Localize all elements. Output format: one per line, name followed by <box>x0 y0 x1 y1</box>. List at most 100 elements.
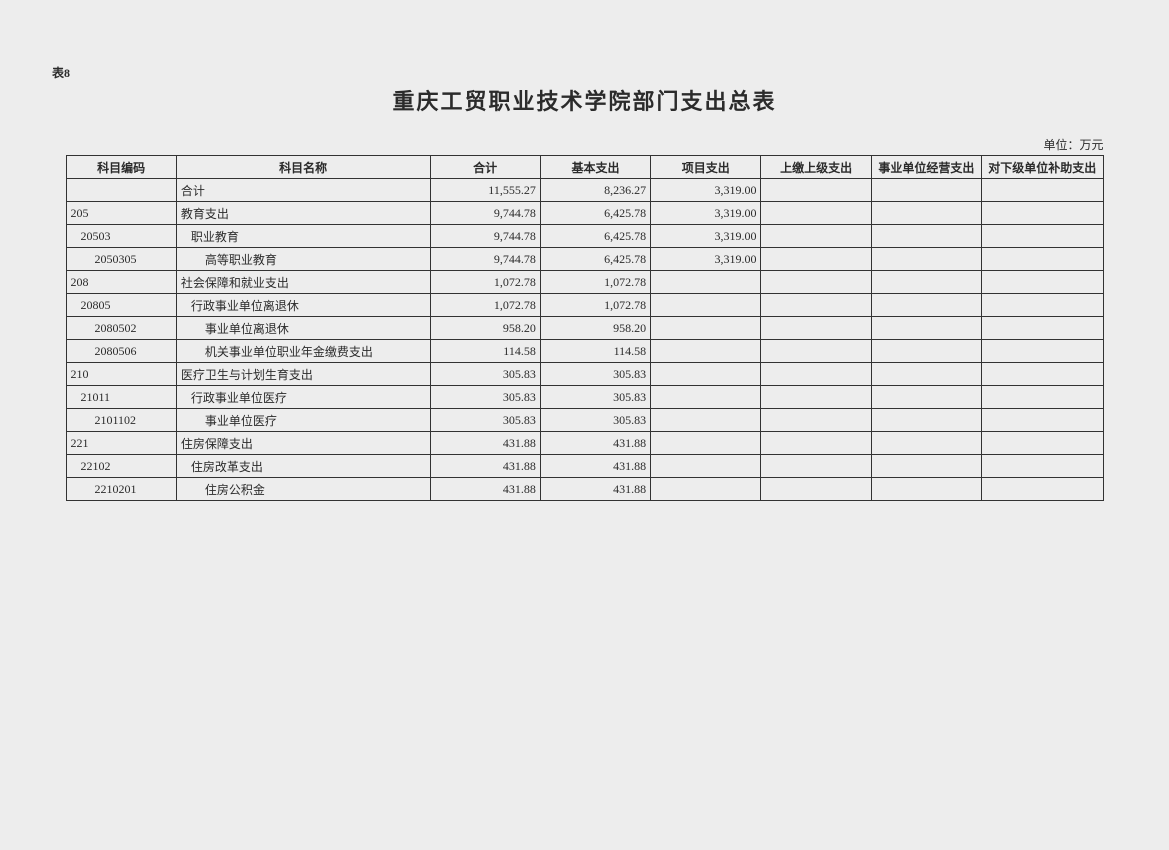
table-row: 2210201住房公积金431.88431.88 <box>66 478 1103 501</box>
cell-value <box>871 363 981 386</box>
col-name: 科目名称 <box>176 156 430 179</box>
cell-value <box>871 202 981 225</box>
cell-name: 行政事业单位医疗 <box>176 386 430 409</box>
cell-value: 305.83 <box>430 409 540 432</box>
cell-name: 教育支出 <box>176 202 430 225</box>
cell-value: 6,425.78 <box>540 248 650 271</box>
cell-name: 住房公积金 <box>176 478 430 501</box>
cell-value <box>982 409 1103 432</box>
cell-code: 21011 <box>66 386 176 409</box>
cell-value <box>651 455 761 478</box>
cell-name: 住房保障支出 <box>176 432 430 455</box>
cell-value <box>761 363 871 386</box>
cell-value: 6,425.78 <box>540 225 650 248</box>
cell-value <box>761 455 871 478</box>
table-row: 221住房保障支出431.88431.88 <box>66 432 1103 455</box>
cell-value <box>651 317 761 340</box>
table-row: 210医疗卫生与计划生育支出305.83305.83 <box>66 363 1103 386</box>
cell-value <box>982 363 1103 386</box>
col-code: 科目编码 <box>66 156 176 179</box>
cell-value <box>871 455 981 478</box>
cell-value: 305.83 <box>430 386 540 409</box>
cell-code: 20805 <box>66 294 176 317</box>
sheet-label: 表8 <box>52 64 70 81</box>
col-up: 上缴上级支出 <box>761 156 871 179</box>
cell-value <box>651 386 761 409</box>
cell-name: 医疗卫生与计划生育支出 <box>176 363 430 386</box>
cell-value <box>651 340 761 363</box>
cell-name: 高等职业教育 <box>176 248 430 271</box>
cell-name: 行政事业单位离退休 <box>176 294 430 317</box>
table-head: 科目编码 科目名称 合计 基本支出 项目支出 上缴上级支出 事业单位经营支出 对… <box>66 156 1103 179</box>
cell-value <box>761 409 871 432</box>
cell-code: 2210201 <box>66 478 176 501</box>
table-row: 20805行政事业单位离退休1,072.781,072.78 <box>66 294 1103 317</box>
cell-value: 1,072.78 <box>540 271 650 294</box>
cell-value <box>871 248 981 271</box>
cell-value: 305.83 <box>540 363 650 386</box>
cell-value <box>871 271 981 294</box>
cell-value <box>761 179 871 202</box>
cell-value <box>761 225 871 248</box>
table-row: 2080502事业单位离退休958.20958.20 <box>66 317 1103 340</box>
cell-code: 2080502 <box>66 317 176 340</box>
cell-code: 2050305 <box>66 248 176 271</box>
cell-value <box>761 317 871 340</box>
cell-value <box>871 294 981 317</box>
cell-code <box>66 179 176 202</box>
table-row: 205教育支出9,744.786,425.783,319.00 <box>66 202 1103 225</box>
cell-name: 合计 <box>176 179 430 202</box>
cell-value <box>871 409 981 432</box>
cell-value <box>761 271 871 294</box>
cell-value <box>982 248 1103 271</box>
expenditure-table-wrap: 科目编码 科目名称 合计 基本支出 项目支出 上缴上级支出 事业单位经营支出 对… <box>66 155 1104 501</box>
cell-value: 958.20 <box>430 317 540 340</box>
page: 表8 重庆工贸职业技术学院部门支出总表 单位：万元 科目编码 科目名称 合计 基… <box>0 0 1169 850</box>
cell-value <box>871 340 981 363</box>
col-biz: 事业单位经营支出 <box>871 156 981 179</box>
table-row: 20503职业教育9,744.786,425.783,319.00 <box>66 225 1103 248</box>
cell-value <box>761 432 871 455</box>
cell-value: 1,072.78 <box>430 271 540 294</box>
cell-value <box>982 294 1103 317</box>
cell-value <box>982 478 1103 501</box>
cell-value <box>982 455 1103 478</box>
cell-code: 22102 <box>66 455 176 478</box>
cell-value <box>651 271 761 294</box>
expenditure-table: 科目编码 科目名称 合计 基本支出 项目支出 上缴上级支出 事业单位经营支出 对… <box>66 155 1104 501</box>
cell-value: 305.83 <box>540 386 650 409</box>
cell-code: 20503 <box>66 225 176 248</box>
cell-value: 431.88 <box>430 432 540 455</box>
cell-value <box>651 363 761 386</box>
cell-value: 958.20 <box>540 317 650 340</box>
cell-name: 事业单位离退休 <box>176 317 430 340</box>
cell-value <box>871 386 981 409</box>
cell-value <box>982 225 1103 248</box>
unit-label: 单位：万元 <box>66 136 1104 153</box>
cell-value <box>871 478 981 501</box>
cell-value: 3,319.00 <box>651 202 761 225</box>
cell-value: 431.88 <box>540 478 650 501</box>
cell-value: 9,744.78 <box>430 248 540 271</box>
cell-value <box>651 409 761 432</box>
cell-value <box>651 478 761 501</box>
cell-value <box>982 317 1103 340</box>
cell-value: 305.83 <box>540 409 650 432</box>
cell-value: 1,072.78 <box>540 294 650 317</box>
cell-code: 210 <box>66 363 176 386</box>
cell-value: 305.83 <box>430 363 540 386</box>
table-row: 合计11,555.278,236.273,319.00 <box>66 179 1103 202</box>
table-row: 208社会保障和就业支出1,072.781,072.78 <box>66 271 1103 294</box>
cell-value: 8,236.27 <box>540 179 650 202</box>
cell-value: 3,319.00 <box>651 225 761 248</box>
cell-value <box>651 432 761 455</box>
col-total: 合计 <box>430 156 540 179</box>
cell-value: 9,744.78 <box>430 225 540 248</box>
cell-name: 住房改革支出 <box>176 455 430 478</box>
cell-value: 431.88 <box>430 455 540 478</box>
cell-value: 114.58 <box>540 340 650 363</box>
cell-value <box>982 179 1103 202</box>
cell-value <box>982 271 1103 294</box>
cell-value <box>761 478 871 501</box>
cell-value: 114.58 <box>430 340 540 363</box>
